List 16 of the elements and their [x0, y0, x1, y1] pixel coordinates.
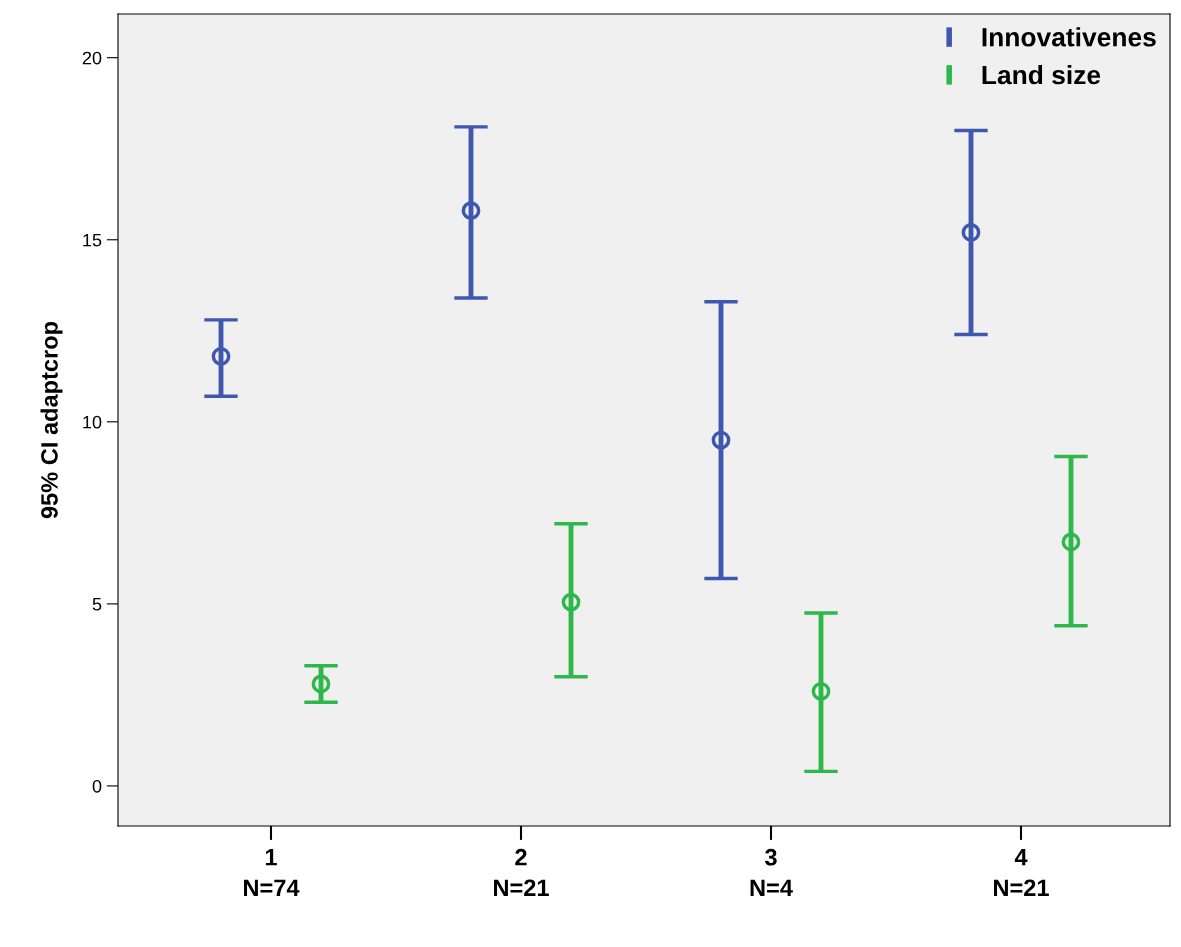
y-tick-label: 5 — [92, 598, 102, 611]
y-tick-label: 10 — [83, 415, 102, 429]
x-tick-label: 1 — [265, 849, 277, 866]
text: N=74 — [244, 879, 300, 896]
y-tick-label: 20 — [82, 51, 102, 65]
y-tick-label: 15 — [83, 233, 102, 247]
y-axis-title: 95% CI adaptcrop — [40, 321, 63, 519]
text: N=21 — [994, 879, 1049, 896]
x-tick-label: 3 — [764, 848, 777, 866]
text: N=4 — [750, 879, 793, 896]
text: N=21 — [494, 879, 549, 896]
legend-label: Innovativenes — [982, 27, 1156, 47]
y-tick-label: 0 — [92, 779, 102, 793]
x-tick-label: 4 — [1014, 849, 1028, 866]
legend-label: Land size — [982, 64, 1101, 85]
x-tick-label: 2 — [515, 848, 527, 866]
